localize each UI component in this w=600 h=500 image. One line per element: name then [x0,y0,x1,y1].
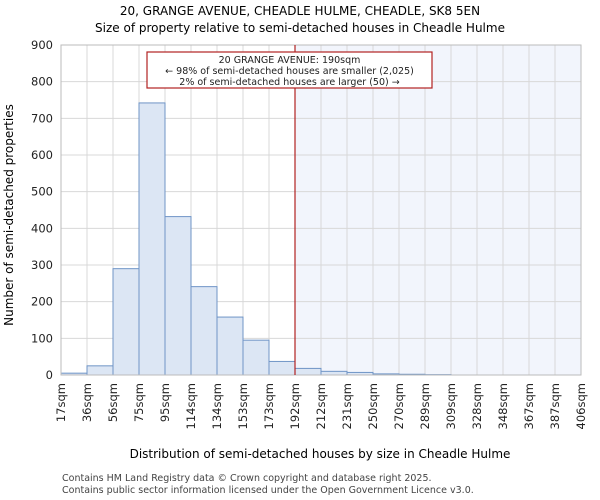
x-tick-label: 406sqm [574,383,588,429]
y-axis-label: Number of semi-detached properties [2,104,16,326]
annotation-line: 2% of semi-detached houses are larger (5… [179,77,399,88]
x-tick-label: 309sqm [444,383,458,429]
y-tick-label: 200 [31,295,53,309]
plot-frame [60,44,582,376]
footer-licence: Contains public sector information licen… [62,485,474,496]
x-tick-label: 212sqm [314,383,328,429]
footer-copyright: Contains HM Land Registry data © Crown c… [62,473,432,484]
y-tick-label: 700 [31,111,53,125]
x-tick-label: 289sqm [418,383,432,429]
x-tick-label: 328sqm [470,383,484,429]
chart-title: 20, GRANGE AVENUE, CHEADLE HULME, CHEADL… [120,4,480,18]
annotation-line: 20 GRANGE AVENUE: 190sqm [219,55,361,66]
x-tick-label: 56sqm [106,383,120,422]
x-tick-label: 367sqm [522,383,536,429]
histogram-bar [268,360,296,376]
histogram-bar [242,339,270,376]
histogram-bar [138,102,166,376]
x-tick-label: 387sqm [548,383,562,429]
x-tick-label: 348sqm [496,383,510,429]
y-tick-label: 100 [31,331,53,345]
larger-region-shade [295,45,581,375]
y-tick-label: 800 [31,75,53,89]
x-tick-label: 231sqm [340,383,354,429]
histogram-bar [190,286,218,376]
chart-subtitle: Size of property relative to semi-detach… [95,21,505,35]
x-tick-label: 134sqm [210,383,224,429]
x-tick-label: 36sqm [80,383,94,422]
y-tick-label: 300 [31,258,53,272]
y-tick-label: 600 [31,148,53,162]
x-tick-label: 114sqm [184,383,198,429]
histogram-bar [216,316,244,376]
histogram-bar [320,370,348,376]
x-tick-label: 270sqm [392,383,406,429]
x-axis-label: Distribution of semi-detached houses by … [130,447,511,461]
y-tick-label: 0 [46,368,53,382]
x-tick-label: 192sqm [288,383,302,429]
x-tick-label: 173sqm [262,383,276,429]
x-tick-label: 75sqm [132,383,146,422]
x-tick-label: 250sqm [366,383,380,429]
y-tick-label: 900 [31,38,53,52]
histogram-bar [164,216,192,376]
annotation-line: ← 98% of semi-detached houses are smalle… [165,66,414,77]
y-tick-label: 500 [31,185,53,199]
annotation-box [146,51,433,89]
histogram-bar [86,365,114,376]
histogram-bar [112,268,140,376]
x-tick-label: 95sqm [158,383,172,422]
plot-area: 0 100 200 300 400 500 600 700 800 900 17sqm 36sqm 56… [31,38,588,429]
y-tick-label: 400 [31,221,53,235]
x-tick-label: 153sqm [236,383,250,429]
x-tick-label: 17sqm [54,383,68,422]
histogram-bar [294,367,322,376]
